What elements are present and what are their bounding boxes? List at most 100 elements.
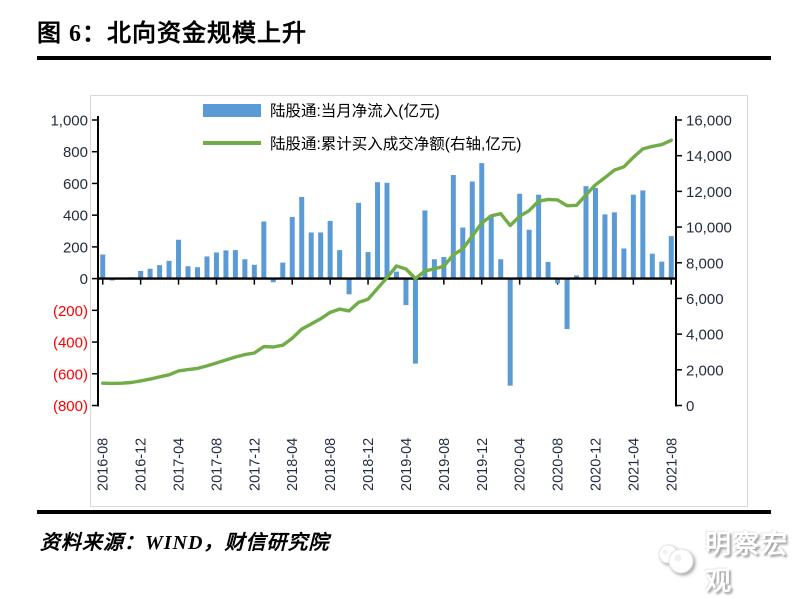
bar-series-swatch (203, 103, 261, 117)
bar-2019-01 (375, 182, 381, 279)
bar-2018-09 (337, 250, 343, 279)
bar-2020-04 (517, 193, 523, 279)
legend-item-bar-series: 陆股通:当月净流入(亿元) (203, 100, 521, 120)
x-axis-tick-label: 2018-12 (361, 438, 377, 491)
x-axis-tick-label: 2021-08 (664, 438, 680, 491)
footer-divider (37, 510, 771, 514)
bar-2018-06 (308, 232, 314, 279)
x-axis-tick-label: 2020-12 (588, 438, 604, 491)
x-axis-tick-label: 2017-04 (172, 438, 188, 491)
left-axis-tick-label: 0 (80, 271, 88, 288)
left-axis-tick-label: (200) (53, 303, 88, 320)
glasses-icon (656, 542, 696, 581)
bar-2017-06 (194, 267, 200, 279)
bar-2018-12 (365, 252, 371, 279)
bar-2020-12 (592, 187, 598, 279)
x-axis-tick-label: 2020-08 (551, 438, 567, 491)
x-axis-tick-label: 2018-08 (323, 438, 339, 491)
cumulative-line (101, 138, 673, 386)
bar-2020-07 (545, 261, 551, 279)
left-axis-tick-label: 200 (63, 239, 88, 256)
bar-2018-03 (280, 262, 286, 279)
x-axis-tick-label: 2020-04 (513, 438, 529, 491)
right-axis-tick-label: 4,000 (686, 327, 724, 344)
bar-2020-05 (526, 229, 532, 279)
logo-text: 明察宏观 (705, 529, 790, 596)
bar-2021-04 (630, 194, 636, 279)
x-axis-tick-label: 2016-08 (96, 438, 112, 491)
left-axis-tick-label: 1,000 (50, 113, 88, 130)
bar-2016-08 (100, 254, 106, 279)
bar-2018-11 (356, 202, 362, 279)
bar-2019-02 (384, 182, 390, 279)
chart-legend: 陆股通:当月净流入(亿元) 陆股通:累计买入成交净额(右轴,亿元) (203, 100, 521, 166)
bar-2021-07 (659, 261, 665, 279)
legend-label: 陆股通:当月净流入(亿元) (270, 103, 440, 120)
left-axis-tick-label: 800 (63, 144, 88, 161)
left-axis-tick-label: (800) (53, 398, 88, 415)
right-axis-tick-label: 14,000 (686, 148, 732, 165)
bar-2020-02 (498, 259, 504, 279)
dual-axis-chart: 1,000 800 600 400 200 0 (200) (400) (600) (800) 16… (50, 113, 732, 492)
bar-2016-12 (138, 270, 144, 279)
source-note: 资料来源：WIND，财信研究院 (40, 532, 330, 554)
right-axis-tick-label: 6,000 (686, 291, 724, 308)
left-axis-tick-label: 400 (63, 208, 88, 225)
left-axis-tick-label: (400) (53, 335, 88, 352)
right-axis-tick-label: 2,000 (686, 362, 724, 379)
bar-2017-07 (204, 256, 210, 279)
bar-2020-09 (564, 278, 570, 330)
legend-item-line-series: 陆股通:累计买入成交净额(右轴,亿元) (203, 133, 521, 153)
bar-2018-07 (318, 232, 324, 279)
bar-2017-11 (242, 259, 248, 279)
bar-2020-10 (574, 275, 580, 279)
bar-2019-03 (393, 271, 399, 279)
right-axis-tick-label: 8,000 (686, 255, 724, 272)
x-axis-tick-label: 2019-12 (475, 438, 491, 491)
bar-2018-05 (299, 196, 305, 279)
bar-2018-10 (346, 278, 352, 295)
bar-2018-08 (327, 220, 333, 279)
bar-2019-05 (412, 278, 418, 364)
x-axis-tick-label: 2019-04 (399, 438, 415, 491)
bar-2021-06 (649, 253, 655, 279)
bar-2019-11 (469, 181, 475, 279)
right-axis-tick-label: 16,000 (686, 113, 732, 130)
right-axis-tick-label: 10,000 (686, 220, 732, 237)
bar-2021-05 (640, 190, 646, 279)
bar-2020-03 (507, 278, 513, 386)
title-divider (37, 56, 771, 60)
bar-2018-02 (270, 278, 276, 283)
bar-2021-02 (611, 212, 617, 279)
bar-2017-10 (232, 250, 238, 279)
x-axis-tick-label: 2018-04 (285, 438, 301, 491)
bar-2017-08 (213, 252, 219, 279)
x-axis-tick-label: 2016-12 (134, 438, 150, 491)
bar-2019-06 (422, 210, 428, 279)
bar-2019-09 (450, 175, 456, 279)
mingcha-hongguan-logo: 明察宏观 (656, 524, 807, 598)
bar-2017-12 (251, 264, 257, 279)
right-axis-tick-label: 12,000 (686, 184, 732, 201)
left-axis-tick-label: 600 (63, 176, 88, 193)
chart-area-border (90, 95, 748, 507)
bar-2017-01 (147, 268, 153, 279)
bar-2017-04 (176, 239, 182, 279)
bar-2020-11 (583, 186, 589, 279)
x-axis-tick-label: 2019-08 (437, 438, 453, 491)
bar-2021-01 (602, 214, 608, 279)
bar-2020-06 (536, 194, 542, 279)
legend-label: 陆股通:累计买入成交净额(右轴,亿元) (270, 136, 522, 153)
right-axis-tick-label: 0 (686, 398, 694, 415)
bar-2020-08 (555, 278, 561, 284)
x-axis-tick-label: 2021-04 (626, 438, 642, 491)
bar-2017-02 (157, 265, 163, 279)
bar-2020-01 (488, 215, 494, 279)
bar-2021-03 (621, 248, 627, 279)
bar-2018-04 (289, 216, 295, 279)
bar-2018-01 (261, 221, 267, 279)
figure-title: 图 6：北向资金规模上升 (37, 21, 307, 47)
x-axis-tick-label: 2017-08 (209, 438, 225, 491)
line-series-swatch (203, 141, 261, 145)
bar-2017-05 (185, 266, 191, 279)
